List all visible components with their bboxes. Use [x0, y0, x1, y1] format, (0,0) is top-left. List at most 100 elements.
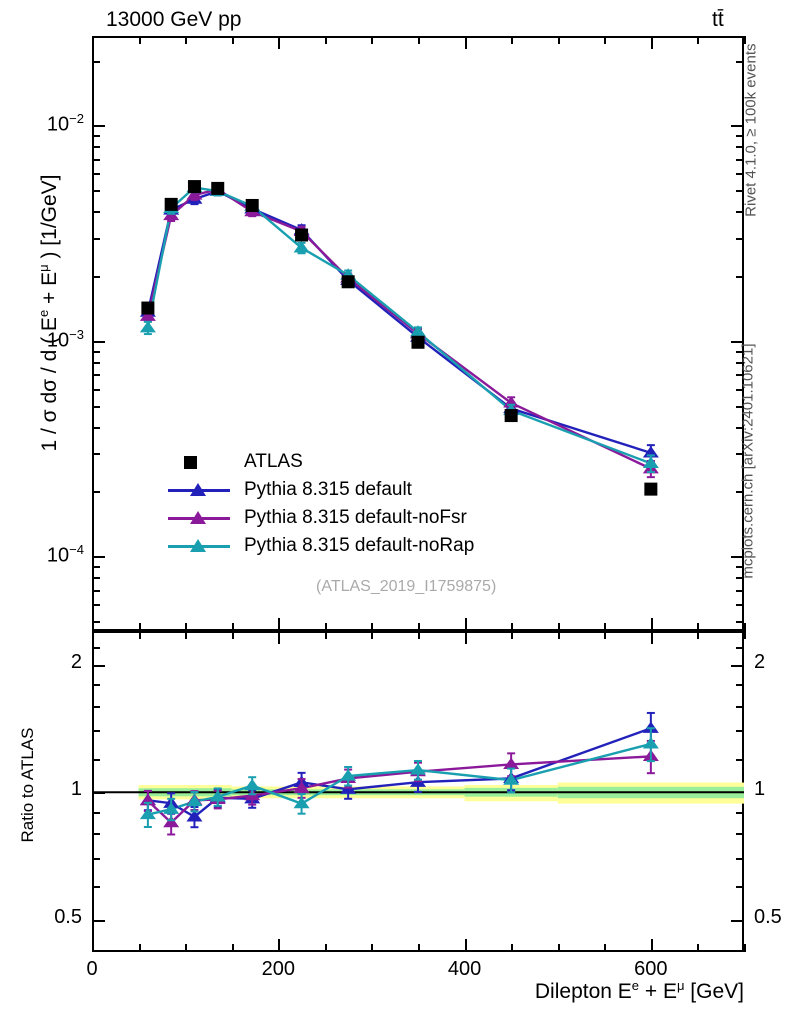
x-axis-label: Dilepton Ee + Eμ [GeV] — [534, 978, 744, 1003]
data-marker-square — [644, 482, 658, 496]
axis-tick — [92, 589, 100, 592]
data-marker-triangle — [139, 309, 156, 321]
axis-tick — [231, 36, 234, 44]
axis-tick — [418, 623, 420, 631]
axis-tick — [736, 705, 744, 708]
axis-tick — [138, 36, 141, 44]
axis-tick — [418, 36, 420, 44]
axis-tick — [231, 623, 234, 631]
axis-tick — [92, 211, 100, 214]
axis-tick — [138, 944, 141, 952]
legend-item-1[interactable]: Pythia 8.315 default — [168, 476, 474, 504]
axis-tick — [736, 491, 744, 494]
axis-tick — [92, 621, 100, 624]
axis-tick — [92, 604, 100, 607]
axis-tick — [557, 944, 560, 952]
y-tick-label-ratio-left-0: 2 — [70, 650, 82, 673]
axis-tick — [92, 833, 100, 836]
data-marker-triangle — [410, 763, 426, 775]
legend-label-3: Pythia 8.315 default-noRap — [244, 535, 475, 556]
axis-tick — [697, 623, 700, 631]
axis-tick — [511, 631, 514, 639]
axis-tick — [324, 36, 327, 44]
axis-tick — [736, 426, 744, 429]
axis-tick — [185, 944, 188, 952]
legend-triangle-marker — [190, 483, 206, 496]
axis-tick — [736, 730, 744, 733]
data-marker-triangle — [139, 320, 156, 333]
axis-tick — [736, 238, 744, 241]
axis-tick — [511, 944, 514, 952]
data-marker-square — [245, 198, 259, 212]
axis-tick — [736, 146, 744, 149]
axis-tick — [92, 683, 100, 686]
y-tick-label-main-2: 10−4 — [46, 542, 84, 567]
axis-tick — [731, 664, 744, 667]
axis-tick — [92, 340, 105, 343]
y-tick-label-ratio-right-2: 0.5 — [754, 905, 782, 928]
axis-tick — [604, 623, 607, 631]
legend-item-2[interactable]: Pythia 8.315 default-noFsr — [168, 504, 474, 532]
axis-tick — [92, 577, 100, 580]
axis-tick — [697, 36, 700, 44]
axis-tick — [92, 374, 100, 377]
axis-tick — [736, 647, 744, 650]
data-marker-square — [187, 180, 201, 194]
data-marker-triangle — [139, 807, 156, 820]
axis-tick — [92, 939, 94, 952]
legend-item-3[interactable]: Pythia 8.315 default-noRap — [168, 532, 474, 560]
axis-tick — [92, 36, 94, 49]
axis-tick — [650, 36, 653, 49]
axis-tick — [278, 631, 281, 644]
ratio-series-group — [139, 711, 659, 836]
y-tick-label-ratio-right-1: 1 — [754, 778, 766, 801]
data-marker-square — [341, 275, 355, 289]
axis-tick — [744, 36, 746, 44]
series-line-pythia-8-315-default-nofsr — [146, 188, 652, 470]
x-tick-label-0: 0 — [86, 958, 98, 980]
axis-tick — [650, 631, 653, 644]
axis-tick — [736, 621, 744, 624]
axis-tick — [731, 919, 744, 922]
axis-tick — [92, 919, 105, 922]
series-line-pythia-8-315-default-norap — [146, 186, 652, 465]
data-marker-triangle — [186, 188, 203, 200]
x-tick-label-3: 600 — [634, 958, 668, 980]
legend-key-0 — [168, 450, 234, 474]
axis-tick — [92, 238, 100, 241]
axis-tick — [92, 886, 100, 889]
process-label: tt̄ — [712, 8, 724, 31]
axis-tick — [92, 173, 100, 176]
legend-label-1: Pythia 8.315 default — [244, 479, 412, 500]
legend-key-2 — [168, 506, 234, 530]
axis-tick — [464, 631, 467, 644]
axis-tick — [231, 631, 234, 639]
axis-tick — [92, 566, 100, 569]
axis-tick — [92, 350, 100, 353]
axis-tick — [736, 374, 744, 377]
data-marker-square — [141, 301, 155, 315]
axis-tick — [650, 939, 653, 952]
axis-tick — [736, 589, 744, 592]
axis-tick — [278, 939, 281, 952]
axis-tick — [92, 125, 105, 128]
data-marker-triangle — [642, 456, 659, 468]
data-marker-square — [211, 181, 225, 195]
legend-item-0[interactable]: ATLAS — [168, 448, 474, 476]
axis-tick — [92, 857, 100, 860]
data-marker-triangle — [642, 737, 659, 749]
axis-tick — [736, 135, 744, 138]
data-marker-triangle — [503, 773, 520, 785]
axis-tick — [185, 631, 188, 639]
y-tick-label-main-1: 10−3 — [46, 326, 84, 352]
axis-tick — [92, 556, 105, 559]
axis-tick — [418, 631, 420, 639]
data-marker-triangle — [163, 815, 180, 828]
axis-tick — [278, 618, 281, 631]
axis-tick — [736, 453, 744, 456]
data-marker-triangle — [293, 781, 310, 793]
axis-tick — [744, 944, 746, 952]
axis-tick — [278, 36, 281, 49]
axis-tick — [418, 944, 420, 952]
